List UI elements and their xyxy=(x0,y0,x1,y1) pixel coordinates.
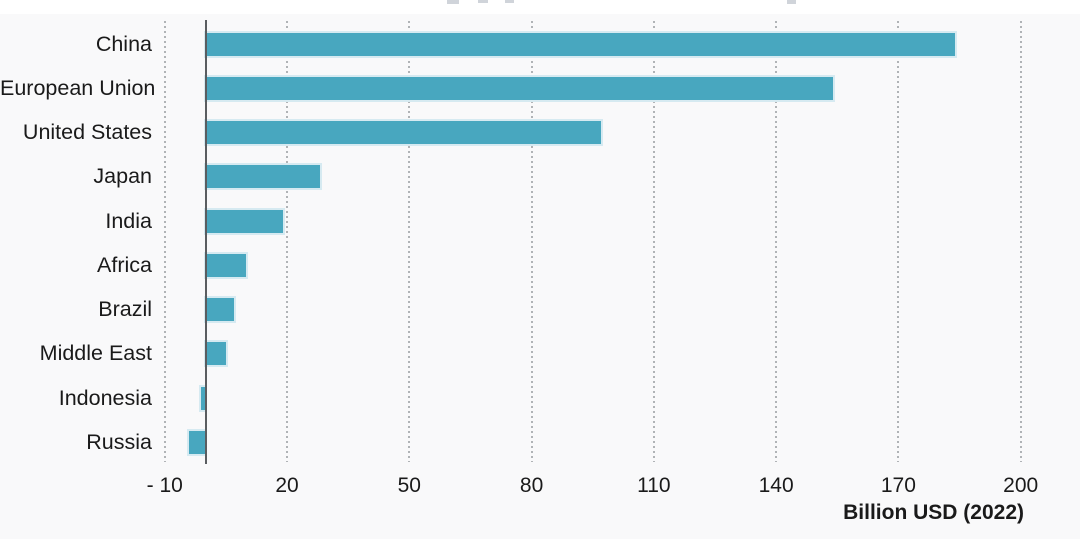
zero-axis-line xyxy=(204,20,207,464)
x-tick-label-80: 80 xyxy=(519,474,544,497)
bar-european-union xyxy=(205,76,834,100)
category-label-china: China xyxy=(95,31,152,56)
bar-india xyxy=(205,209,283,233)
x-tick-label-170: 170 xyxy=(880,474,916,497)
gridline-200 xyxy=(1019,21,1022,462)
gridline-110 xyxy=(652,21,655,462)
cropped-title-fragment xyxy=(447,0,459,4)
cropped-title-fragment xyxy=(505,0,514,3)
x-tick-label-110: 110 xyxy=(637,474,671,497)
x-axis-title: Billion USD (2022) xyxy=(843,501,1024,524)
category-label-japan: Japan xyxy=(93,164,152,189)
gridline-170 xyxy=(897,21,900,462)
gridline-50 xyxy=(408,21,411,462)
category-label-indonesia: Indonesia xyxy=(58,385,152,410)
category-label-india: India xyxy=(105,208,152,233)
category-label-european-union: European Union xyxy=(0,75,156,100)
x-tick-label-140: 140 xyxy=(758,474,794,497)
bar-japan xyxy=(205,165,320,189)
cropped-title-strip xyxy=(0,0,1080,14)
gridline-20 xyxy=(286,21,289,462)
x-tick-label-50: 50 xyxy=(397,474,421,497)
category-label-brazil: Brazil xyxy=(98,297,152,321)
gridline-140 xyxy=(775,21,778,462)
bar-africa xyxy=(205,253,247,277)
gridline-80 xyxy=(530,21,533,462)
bar-indonesia xyxy=(201,386,206,410)
cropped-title-fragment xyxy=(478,0,488,3)
bar-brazil xyxy=(205,298,235,321)
cropped-title-fragment xyxy=(787,0,796,4)
category-label-united-states: United States xyxy=(22,120,152,144)
gridline--10 xyxy=(163,21,166,462)
bar-russia xyxy=(189,430,206,454)
bar-china xyxy=(205,32,956,56)
category-label-russia: Russia xyxy=(86,429,152,454)
bar-middle-east xyxy=(205,342,226,366)
x-tick-label-200: 200 xyxy=(1003,474,1039,497)
bar-united-states xyxy=(205,121,601,144)
x-tick-label-20: 20 xyxy=(275,474,299,497)
category-label-middle-east: Middle East xyxy=(39,341,152,366)
x-tick-label--10: - 10 xyxy=(146,474,183,497)
category-label-africa: Africa xyxy=(97,252,152,277)
